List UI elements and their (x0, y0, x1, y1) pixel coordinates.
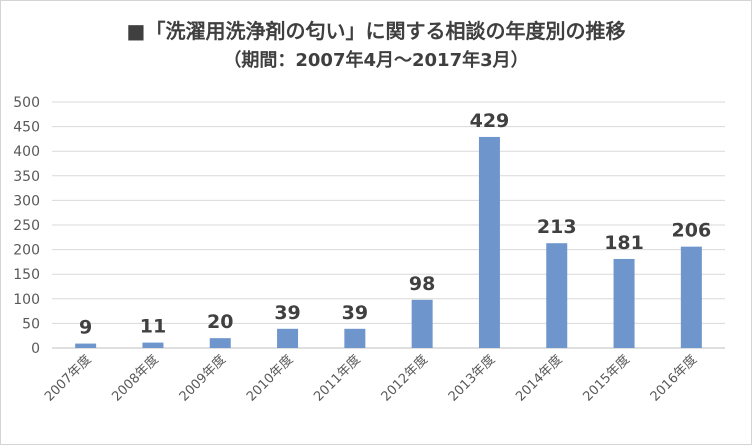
x-tick-label: 2015年度 (580, 352, 633, 405)
y-tick-label: 100 (13, 292, 40, 308)
bar-2012年度 (411, 299, 433, 348)
bar-2016年度 (680, 246, 702, 348)
bar-2014年度 (546, 243, 568, 348)
bar-2008年度 (142, 342, 164, 348)
data-label: 9 (79, 317, 92, 339)
bar-2011年度 (344, 328, 366, 348)
y-tick-label: 400 (13, 144, 40, 160)
data-label: 39 (342, 302, 368, 324)
data-label: 181 (604, 232, 644, 254)
x-tick-label: 2016年度 (647, 352, 700, 405)
x-tick-label: 2011年度 (311, 352, 364, 405)
data-label: 206 (672, 220, 712, 242)
bar-2010年度 (277, 328, 299, 348)
x-tick-label: 2008年度 (109, 352, 162, 405)
chart-title: ■「洗濯用洗浄剤の匂い」に関する相談の年度別の推移 (126, 19, 626, 43)
data-label: 11 (140, 316, 166, 338)
data-label: 213 (537, 216, 577, 238)
bar-2013年度 (478, 136, 500, 348)
data-label: 39 (274, 302, 300, 324)
x-tick-label: 2009年度 (176, 352, 229, 405)
data-label: 20 (207, 311, 233, 333)
bar-2015年度 (613, 258, 635, 348)
y-tick-label: 0 (31, 341, 40, 357)
bar-2009年度 (209, 338, 231, 348)
bar-2007年度 (75, 343, 97, 348)
data-label: 429 (470, 110, 510, 132)
x-tick-label: 2007年度 (41, 352, 94, 405)
y-tick-label: 300 (13, 193, 40, 209)
y-tick-label: 350 (13, 169, 40, 185)
y-tick-label: 500 (13, 95, 40, 111)
y-tick-label: 450 (13, 120, 40, 136)
y-tick-label: 200 (13, 243, 40, 259)
x-tick-label: 2012年度 (378, 352, 431, 405)
x-tick-label: 2010年度 (243, 352, 296, 405)
chart-subtitle: （期間：2007年4月～2017年3月） (223, 50, 529, 71)
y-tick-label: 250 (13, 218, 40, 234)
y-tick-label: 50 (22, 316, 40, 332)
x-tick-label: 2014年度 (512, 352, 565, 405)
y-tick-label: 150 (13, 267, 40, 283)
data-label: 98 (409, 273, 435, 295)
x-tick-label: 2013年度 (445, 352, 498, 405)
